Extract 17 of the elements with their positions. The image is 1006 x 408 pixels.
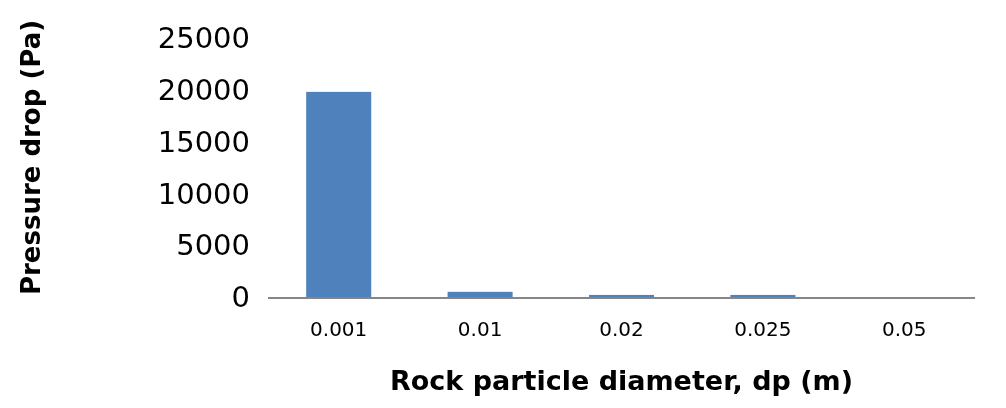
- bar: [588, 294, 655, 297]
- y-axis-title: Pressure drop (Pa): [16, 19, 46, 296]
- y-tick-label: 0: [231, 280, 250, 315]
- y-tick-label: 5000: [176, 228, 250, 263]
- x-tick-label: 0.001: [310, 317, 368, 341]
- bar: [730, 294, 796, 297]
- y-tick-label: 25000: [157, 21, 250, 56]
- x-tick-label: 0.02: [599, 317, 644, 341]
- x-axis-title: Rock particle diameter, dp (m): [389, 365, 854, 396]
- x-tick-label: 0.025: [734, 317, 792, 341]
- y-tick-label: 20000: [157, 72, 250, 107]
- bar: [306, 91, 372, 297]
- x-tick-label: 0.05: [882, 317, 927, 341]
- y-tick-label: 15000: [157, 124, 250, 159]
- bar: [447, 291, 513, 297]
- y-tick-label: 10000: [157, 176, 250, 211]
- x-tick-label: 0.01: [457, 317, 503, 341]
